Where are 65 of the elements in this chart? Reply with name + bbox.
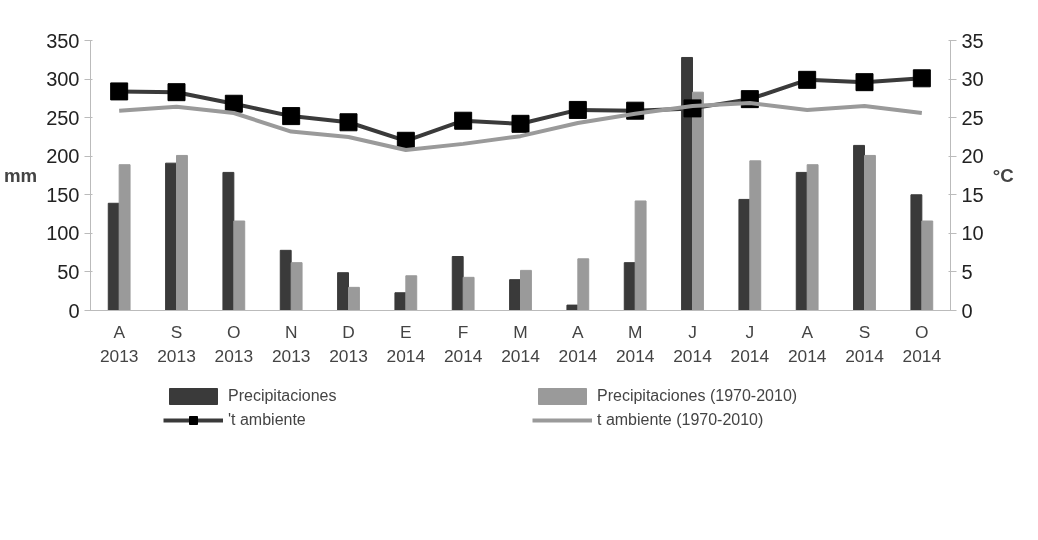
x-tick-label: M 2014	[501, 321, 541, 366]
y-tick-label: 300	[46, 68, 80, 91]
x-tick-label: F 2014	[443, 321, 483, 366]
y2-tick-label: 35	[961, 29, 984, 52]
bar	[279, 249, 292, 311]
bar	[738, 198, 751, 311]
x-tick-label: J 2014	[673, 321, 713, 366]
y2-tick-label: 25	[961, 106, 984, 129]
bar	[577, 258, 590, 311]
y-tick-label: 250	[46, 106, 80, 129]
x-tick-label: A 2014	[558, 321, 598, 366]
legend-label: Precipitaciones	[228, 387, 338, 405]
legend-label: t ambiente (1970-2010)	[597, 411, 765, 429]
x-tick-label: A 2013	[99, 321, 139, 366]
x-tick-label: O 2013	[214, 321, 254, 366]
y2-tick-label: 10	[961, 222, 984, 245]
x-tick-label: J 2014	[730, 321, 770, 366]
bar	[233, 220, 246, 311]
bar	[864, 154, 876, 311]
bar	[394, 292, 407, 311]
bar	[176, 154, 188, 311]
x-tick-label: D 2013	[329, 321, 368, 366]
x-tick-label: N 2013	[271, 321, 311, 366]
bar	[910, 194, 923, 311]
bar	[405, 275, 418, 311]
bar	[509, 279, 521, 311]
bar	[806, 164, 819, 311]
y2-tick-label: 15	[961, 183, 984, 206]
x-tick-label: M 2014	[615, 321, 655, 366]
y2-tick-label: 5	[961, 260, 973, 283]
bar	[451, 256, 464, 311]
y-axis-title: mm	[3, 165, 38, 186]
y-tick-label: 100	[46, 222, 80, 245]
bar	[290, 262, 303, 311]
bar	[165, 162, 177, 311]
bar	[462, 276, 475, 311]
y2-tick-label: 20	[961, 145, 984, 168]
y2-tick-label: 30	[961, 68, 984, 91]
bar	[566, 304, 579, 311]
bar	[921, 220, 934, 311]
bar	[107, 202, 120, 311]
bar	[520, 269, 532, 311]
x-tick-label: A 2014	[787, 321, 827, 366]
y-tick-label: 200	[46, 145, 80, 168]
bar	[337, 272, 349, 311]
x-tick-label: O 2014	[902, 321, 942, 366]
bar	[222, 171, 235, 311]
y-tick-label: 150	[46, 183, 80, 206]
bar	[348, 286, 360, 311]
y-tick-label: 50	[57, 260, 80, 283]
bar	[634, 200, 647, 311]
legend-label: 't ambiente	[228, 411, 307, 429]
bar	[749, 160, 762, 311]
x-tick-label: S 2013	[157, 321, 196, 366]
bar	[118, 164, 131, 311]
bar	[853, 144, 865, 311]
x-tick-label: S 2014	[845, 321, 885, 366]
y2-tick-label: 0	[961, 299, 973, 322]
bar	[795, 171, 808, 311]
y-tick-label: 350	[46, 29, 80, 52]
y-tick-label: 0	[68, 299, 80, 322]
y2-axis-title: °C	[992, 165, 1014, 186]
bar	[623, 262, 636, 311]
x-tick-label: E 2014	[386, 321, 426, 366]
legend-label: Precipitaciones (1970-2010)	[597, 387, 799, 405]
